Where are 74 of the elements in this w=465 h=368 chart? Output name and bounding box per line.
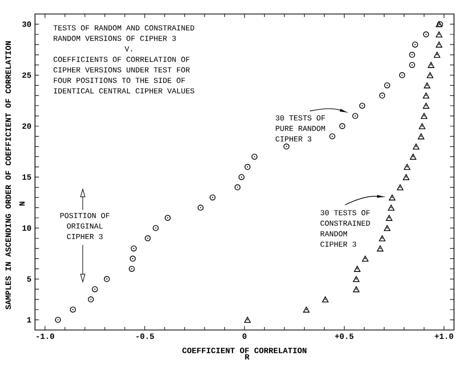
- point: [303, 306, 310, 313]
- point: [198, 204, 204, 211]
- point: [422, 92, 430, 99]
- point: [399, 72, 406, 78]
- point: [410, 154, 416, 160]
- point: [426, 72, 434, 78]
- point: [70, 306, 76, 313]
- point: [422, 102, 430, 109]
- y-tick-label: 10: [22, 225, 32, 231]
- point: [359, 102, 366, 109]
- point: [130, 245, 137, 252]
- x-tick-label: -0.5: [136, 334, 154, 339]
- point: [434, 52, 440, 58]
- point: [378, 235, 386, 242]
- point: [379, 92, 386, 99]
- point: [251, 154, 258, 160]
- x-tick-label: +0.5: [335, 334, 354, 339]
- point: [396, 184, 404, 190]
- point: [322, 296, 329, 302]
- point: [402, 174, 410, 180]
- point: [418, 133, 424, 140]
- point: [54, 316, 61, 323]
- point: [354, 266, 360, 272]
- y-tick-label: 25: [22, 72, 32, 78]
- y-tick-label: 5: [27, 276, 32, 282]
- point: [424, 82, 430, 88]
- x-tick-label: -1.0: [36, 334, 54, 339]
- point: [152, 225, 159, 232]
- point: [339, 123, 346, 130]
- point: [436, 31, 442, 38]
- y-tick-label: 30: [22, 21, 32, 27]
- point: [428, 62, 434, 68]
- y-tick-label: 1: [27, 317, 32, 322]
- point: [88, 296, 94, 302]
- point: [436, 42, 442, 48]
- point: [404, 164, 410, 170]
- x-tick-label: 0: [242, 334, 246, 339]
- point: [412, 42, 418, 48]
- point: [144, 235, 151, 242]
- point: [352, 276, 360, 282]
- point: [376, 245, 384, 252]
- point: [412, 144, 420, 150]
- x-tick-label: +1.0: [434, 334, 454, 339]
- point: [128, 266, 135, 272]
- point: [244, 316, 251, 323]
- point: [283, 144, 290, 150]
- point: [352, 112, 358, 119]
- point: [384, 82, 390, 88]
- point: [164, 214, 171, 221]
- point: [210, 194, 216, 200]
- point: [130, 256, 136, 262]
- point: [244, 164, 250, 170]
- point: [409, 52, 416, 58]
- point: [234, 184, 241, 190]
- point: [362, 256, 368, 262]
- point: [92, 286, 98, 292]
- point: [418, 123, 426, 130]
- point: [384, 225, 390, 232]
- point: [352, 286, 360, 292]
- y-tick-label: 20: [22, 123, 32, 129]
- point: [420, 112, 428, 119]
- text: N: [19, 202, 25, 206]
- point: [238, 174, 244, 180]
- point: [104, 276, 110, 282]
- point: [386, 214, 392, 221]
- y-tick-label: 15: [22, 174, 32, 180]
- x-axis-title: COEFFICIENT OF CORRELATION: [182, 348, 306, 354]
- point: [388, 194, 396, 200]
- text: R: [245, 354, 250, 360]
- point: [388, 204, 394, 211]
- point: [409, 62, 416, 68]
- point: [329, 133, 336, 140]
- point: [423, 31, 430, 38]
- y-axis-title: SAMPLES IN ASCENDING ORDER OF COEFFICIENT OF CORRELATION: [5, 41, 11, 310]
